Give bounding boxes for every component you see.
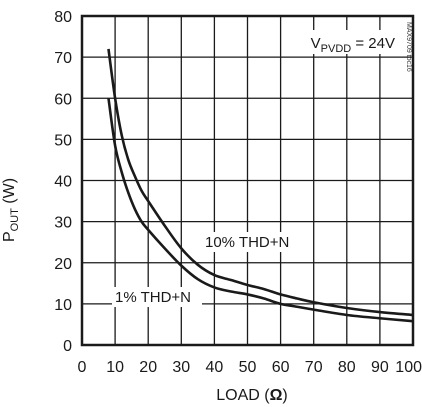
condition-prefix: V <box>311 35 321 52</box>
y-tick-label: 30 <box>54 215 72 232</box>
x-tick-label: 20 <box>139 359 157 376</box>
x-axis-title-unit: Ω <box>270 387 283 404</box>
condition-subscript: PVDD <box>321 43 352 55</box>
x-tick-label: 90 <box>371 359 389 376</box>
grid <box>82 16 413 345</box>
y-tick-label: 20 <box>54 256 72 273</box>
condition-label-backdrop <box>306 30 400 54</box>
x-tick-label: 40 <box>206 359 224 376</box>
x-tick-label: 0 <box>78 359 87 376</box>
x-tick-label: 60 <box>272 359 290 376</box>
x-tick-label: 30 <box>172 359 190 376</box>
y-axis-title-main: P <box>1 231 18 242</box>
tick-labels: 0 10 20 30 40 50 60 70 80 90 100 0 10 20 30 40 50 60 70 80 <box>54 9 422 376</box>
y-axis-title-subscript: OUT <box>9 208 21 232</box>
y-axis-title-unit: (W) <box>1 178 18 208</box>
x-tick-label: 50 <box>239 359 257 376</box>
figure-id-watermark: MAX9709 toc16 <box>405 22 412 72</box>
x-tick-label: 10 <box>106 359 124 376</box>
x-axis-title: LOAD (Ω) <box>216 387 288 404</box>
condition-suffix: = 24V <box>351 35 395 52</box>
y-tick-label: 40 <box>54 174 72 191</box>
x-tick-label: 80 <box>338 359 356 376</box>
annotation-10-thd-backdrop <box>202 232 300 252</box>
y-tick-label: 60 <box>54 91 72 108</box>
annotation-1-thd: 1% THD+N <box>115 289 191 306</box>
x-axis-title-text: LOAD ( <box>216 387 270 404</box>
series-line-1-thd <box>107 98 414 323</box>
y-tick-label: 70 <box>54 50 72 67</box>
x-tick-label: 100 <box>395 359 422 376</box>
x-axis-title-close: ) <box>282 387 287 404</box>
series-group <box>107 48 414 323</box>
y-tick-label: 10 <box>54 297 72 314</box>
y-tick-label: 0 <box>63 338 72 355</box>
series-line-10-thd <box>107 48 414 317</box>
plot-frame <box>80 14 415 347</box>
annotation-10-thd: 10% THD+N <box>205 234 289 251</box>
y-tick-label: 50 <box>54 132 72 149</box>
annotation-1-thd-backdrop <box>112 287 202 307</box>
x-tick-label: 70 <box>305 359 323 376</box>
y-tick-label: 80 <box>54 9 72 26</box>
condition-label: VPVDD = 24V <box>311 35 395 55</box>
y-axis-title: POUT (W) <box>1 178 21 242</box>
